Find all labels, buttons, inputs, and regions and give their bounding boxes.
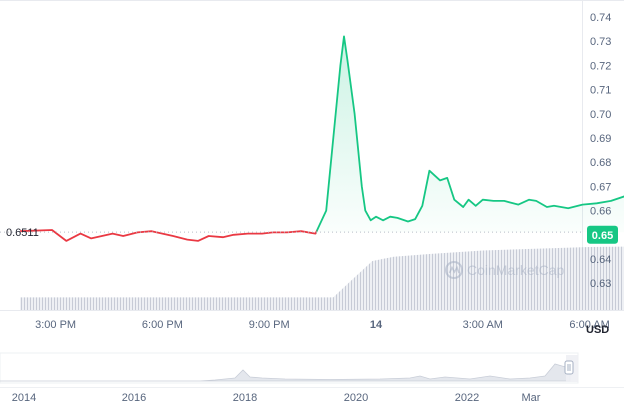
y-tick-label: 0.73 [590, 36, 611, 48]
coinmarketcap-logo-mark [448, 265, 460, 274]
price-area [315, 36, 624, 233]
navigator-x-tick-label: Mar [522, 392, 541, 404]
volume-bars [20, 246, 624, 310]
navigator-x-tick-label: 2022 [455, 392, 479, 404]
y-axis: 0.63 0.64 0.65 0.66 0.67 0.68 0.69 0.70 0.71 0.72… [590, 12, 611, 290]
y-tick-label: 0.71 [590, 85, 611, 97]
y-tick-label: 0.68 [590, 157, 611, 169]
y-tick-label: 0.69 [590, 133, 611, 145]
navigator-x-tick-label: 2014 [12, 392, 36, 404]
y-tick-label: 0.64 [590, 254, 611, 266]
y-tick-label: 0.72 [590, 60, 611, 72]
x-tick-label: 9:00 PM [249, 319, 290, 331]
y-tick-label: 0.66 [590, 206, 611, 218]
watermark: CoinMarketCap [445, 261, 564, 279]
navigator-x-axis: 2014 2016 2018 2020 2022 Mar [12, 392, 541, 404]
y-tick-label: 0.67 [590, 181, 611, 193]
price-line-down-segment [19, 229, 317, 242]
x-tick-label: 14 [370, 319, 383, 331]
coinmarketcap-logo-icon [445, 261, 463, 279]
navigator-history-area [0, 363, 571, 382]
reference-price: 0.6511 [0, 227, 582, 239]
navigator-handle[interactable] [564, 360, 574, 375]
navigator-x-tick-label: 2018 [233, 392, 257, 404]
currency-label: USD [586, 324, 609, 336]
x-tick-label: 6:00 PM [142, 319, 183, 331]
reference-price-label: 0.6511 [6, 227, 39, 239]
navigator-x-tick-label: 2020 [344, 392, 368, 404]
current-price-marker: 0.65 [587, 225, 618, 244]
current-price-label: 0.65 [592, 230, 613, 242]
x-tick-label: 6:00 AM [569, 319, 609, 331]
x-tick-label: 3:00 PM [35, 319, 76, 331]
navigator-x-tick-label: 2016 [122, 392, 146, 404]
y-tick-label: 0.70 [590, 109, 611, 121]
y-tick-label: 0.63 [590, 278, 611, 290]
watermark-text: CoinMarketCap [467, 262, 564, 278]
y-tick-label: 0.74 [590, 12, 611, 24]
price-line-up-segment [316, 35, 624, 234]
current-price-badge [587, 225, 618, 244]
price-area-fill [315, 36, 624, 233]
volume-area [20, 246, 624, 310]
x-tick-label: 3:00 AM [463, 319, 503, 331]
range-navigator[interactable] [0, 352, 579, 384]
price-line [19, 35, 624, 242]
